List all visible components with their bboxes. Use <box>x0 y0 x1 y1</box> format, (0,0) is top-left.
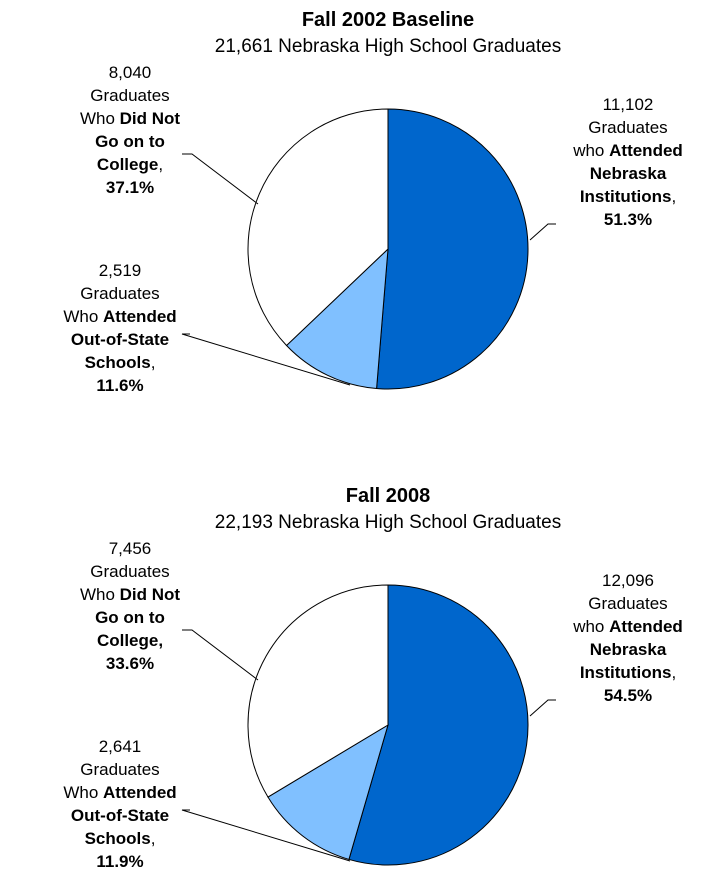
label-segment: Who <box>63 783 103 802</box>
slice-label-line: Schools, <box>85 353 156 372</box>
slice-label-line: Graduates <box>80 284 159 303</box>
leader-line <box>181 333 351 386</box>
label-segment: Graduates <box>90 562 169 581</box>
slice-label-line: College, <box>97 631 163 650</box>
label-segment: , <box>158 155 163 174</box>
label-segment: Schools <box>85 829 151 848</box>
pie-slice <box>348 584 529 866</box>
slice-label-line: Graduates <box>90 86 169 105</box>
chart-subtitle: 21,661 Nebraska High School Graduates <box>215 36 561 57</box>
slice-count: 2,641 <box>99 737 142 756</box>
label-segment: Go on to <box>95 608 165 627</box>
label-segment: Nebraska <box>590 164 667 183</box>
leader-line <box>182 629 259 681</box>
label-segment: Institutions <box>580 187 672 206</box>
label-segment: Did Not <box>120 109 181 128</box>
pie-slice <box>376 108 529 390</box>
chart-title: Fall 2002 Baseline <box>302 9 474 31</box>
slice-label-line: Who Did Not <box>80 585 180 604</box>
pie-slice <box>285 247 389 390</box>
slice-label-line: Nebraska <box>590 164 667 183</box>
label-segment: Who <box>80 109 120 128</box>
slice-label-line: Who Attended <box>63 307 176 326</box>
slice-label-line: who Attended <box>572 141 683 160</box>
label-segment: Attended <box>609 141 683 160</box>
label-segment: , <box>151 829 156 848</box>
slice-label-line: Who Attended <box>63 783 176 802</box>
label-segment: Out-of-State <box>71 330 169 349</box>
slice-label-line: Institutions, <box>580 187 676 206</box>
label-segment: Schools <box>85 353 151 372</box>
label-segment: Attended <box>103 307 177 326</box>
slice-count: 7,456 <box>109 539 152 558</box>
label-segment: Graduates <box>80 760 159 779</box>
pie-chart: Fall 2002 Baseline 21,661 Nebraska High S… <box>63 9 682 395</box>
slice-label-line: who Attended <box>572 617 683 636</box>
label-segment: Who <box>63 307 103 326</box>
slice-label-line: Schools, <box>85 829 156 848</box>
label-segment: College, <box>97 631 163 650</box>
label-segment: College <box>97 155 158 174</box>
label-segment: , <box>671 187 676 206</box>
slice-percent: 33.6% <box>106 654 154 673</box>
label-segment: , <box>671 663 676 682</box>
pie-slice <box>247 108 389 347</box>
pie-slice <box>247 584 389 798</box>
label-segment: Did Not <box>120 585 181 604</box>
chart-subtitle: 22,193 Nebraska High School Graduates <box>215 512 561 533</box>
slice-label-line: College, <box>97 155 163 174</box>
slice-count: 8,040 <box>109 63 152 82</box>
slice-count: 12,096 <box>602 571 654 590</box>
slice-label-line: Graduates <box>588 594 667 613</box>
label-segment: Attended <box>609 617 683 636</box>
slice-label-line: Go on to <box>95 132 165 151</box>
label-segment: Who <box>80 585 120 604</box>
slice-label-line: Graduates <box>588 118 667 137</box>
slice-label-line: Graduates <box>80 760 159 779</box>
slice-label-line: Who Did Not <box>80 109 180 128</box>
label-segment: Out-of-State <box>71 806 169 825</box>
leader-line <box>181 809 351 862</box>
leader-line <box>529 699 556 717</box>
label-segment: who <box>572 617 609 636</box>
slice-label-line: Nebraska <box>590 640 667 659</box>
chart-title: Fall 2008 <box>346 485 431 507</box>
label-segment: Graduates <box>80 284 159 303</box>
slice-label-line: Out-of-State <box>71 330 169 349</box>
slice-count: 2,519 <box>99 261 142 280</box>
slice-label-line: Out-of-State <box>71 806 169 825</box>
label-segment: Attended <box>103 783 177 802</box>
pie-slice <box>267 723 389 861</box>
slice-percent: 51.3% <box>604 210 652 229</box>
leader-line <box>529 223 556 241</box>
slice-label-line: Go on to <box>95 608 165 627</box>
label-segment: Institutions <box>580 663 672 682</box>
label-segment: who <box>572 141 609 160</box>
slice-label-line: Graduates <box>90 562 169 581</box>
leader-line <box>182 153 259 205</box>
slice-percent: 11.9% <box>96 852 143 871</box>
pie-chart: Fall 2008 22,193 Nebraska High School Gra… <box>63 485 682 871</box>
slice-percent: 37.1% <box>106 178 154 197</box>
slice-percent: 11.6% <box>96 376 143 395</box>
label-segment: Graduates <box>588 118 667 137</box>
label-segment: Graduates <box>588 594 667 613</box>
slice-percent: 54.5% <box>604 686 652 705</box>
label-segment: , <box>151 353 156 372</box>
label-segment: Go on to <box>95 132 165 151</box>
label-segment: Graduates <box>90 86 169 105</box>
slice-label-line: Institutions, <box>580 663 676 682</box>
label-segment: Nebraska <box>590 640 667 659</box>
slice-count: 11,102 <box>603 95 654 114</box>
